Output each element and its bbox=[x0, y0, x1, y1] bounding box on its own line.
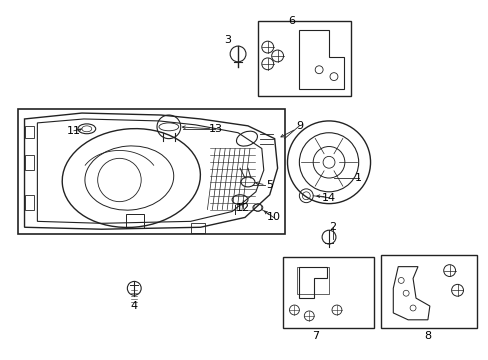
Text: 11: 11 bbox=[67, 126, 81, 136]
Text: 7: 7 bbox=[311, 330, 318, 341]
Bar bbox=[381, 255, 476, 328]
Text: 5: 5 bbox=[265, 180, 273, 190]
Bar bbox=[24, 156, 34, 170]
Bar bbox=[190, 223, 205, 233]
Bar bbox=[257, 21, 350, 96]
Bar bbox=[18, 109, 284, 234]
Bar bbox=[24, 126, 34, 138]
Text: 1: 1 bbox=[354, 173, 362, 183]
Text: 4: 4 bbox=[130, 301, 138, 311]
Text: 9: 9 bbox=[295, 121, 302, 131]
Text: 3: 3 bbox=[224, 35, 231, 45]
Text: 2: 2 bbox=[329, 222, 336, 232]
Text: 13: 13 bbox=[208, 124, 222, 134]
Text: 8: 8 bbox=[424, 330, 430, 341]
Bar bbox=[24, 195, 34, 210]
Text: 14: 14 bbox=[321, 193, 335, 203]
Text: 12: 12 bbox=[236, 203, 249, 212]
Bar bbox=[297, 267, 328, 294]
Bar bbox=[126, 215, 144, 228]
Text: 6: 6 bbox=[287, 15, 294, 26]
Text: 10: 10 bbox=[266, 212, 280, 222]
Bar bbox=[282, 257, 373, 328]
